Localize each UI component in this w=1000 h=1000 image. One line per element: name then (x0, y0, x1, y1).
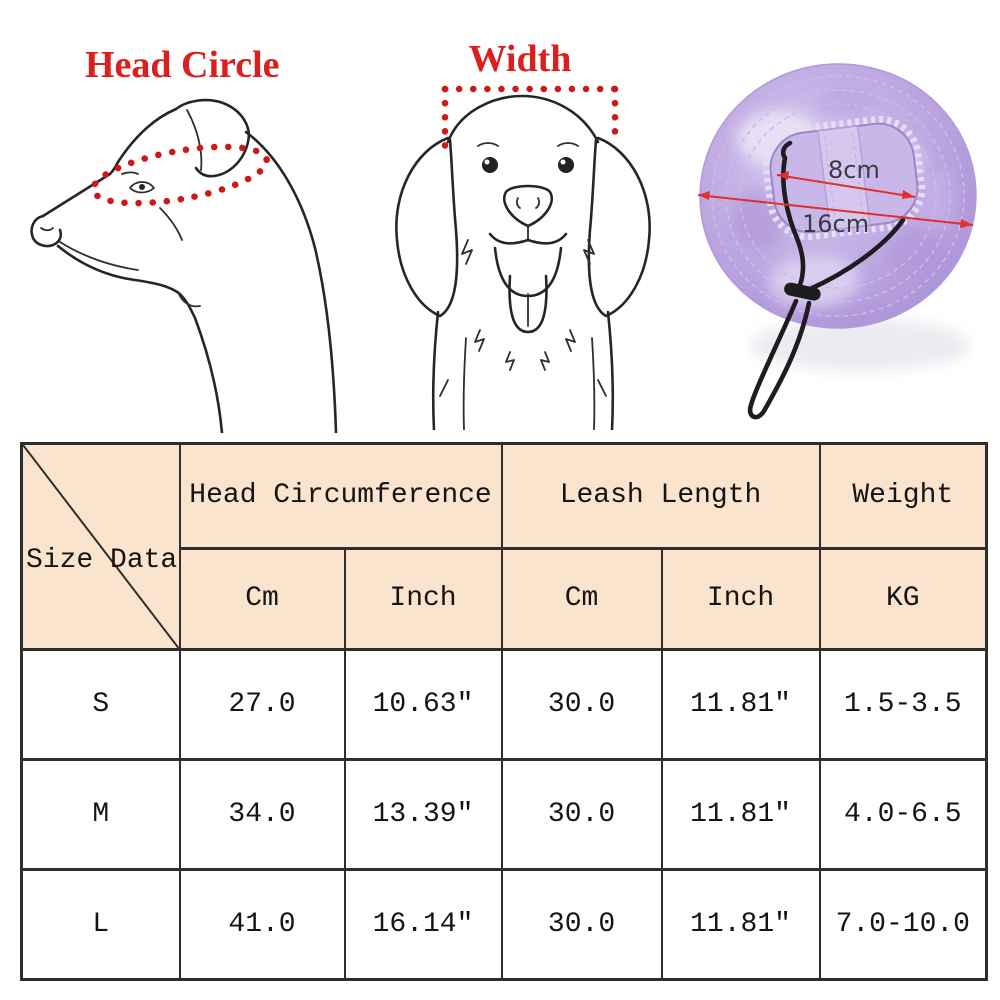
hat-opening-width-label: 8cm (828, 156, 880, 184)
header-weight: Weight (818, 442, 988, 550)
cord-toggle (784, 282, 821, 301)
header-leash-length: Leash Length (500, 442, 821, 550)
hat-photo (697, 63, 977, 420)
table-row: M 34.0 13.39″ 30.0 11.81″ 4.0-6.5 (20, 758, 988, 871)
head-circle-label: Head Circle (85, 44, 280, 86)
subheader-leash-inch: Inch (660, 546, 821, 652)
table-cell: 10.63″ (343, 648, 503, 761)
dog-profile-drawing (30, 98, 338, 433)
width-dotted-guide (441, 85, 619, 156)
table-cell: 30.0 (500, 648, 663, 761)
table-row: L 41.0 16.14″ 30.0 11.81″ 7.0-10.0 (20, 868, 988, 981)
subheader-leash-cm: Cm (500, 546, 663, 652)
measure-16cm-line (697, 191, 974, 228)
hat-inner-strap (817, 125, 871, 231)
table-subheader-row: Cm Inch Cm Inch KG (22, 546, 988, 652)
table-cell: 1.5-3.5 (818, 648, 988, 761)
corner-diagonal-line (23, 445, 179, 648)
table-cell: 16.14″ (343, 868, 503, 981)
table-cell: 11.81″ (660, 758, 821, 871)
size-label: S (20, 648, 181, 761)
size-label: L (20, 868, 181, 981)
table-cell: 4.0-6.5 (818, 758, 988, 871)
table-header-row: Size Data Head Circumference Leash Lengt… (20, 442, 988, 651)
dog-front-drawing (395, 85, 651, 430)
hat-cord (747, 140, 906, 420)
table-row: S 27.0 10.63″ 30.0 11.81″ 1.5-3.5 (20, 648, 988, 761)
hat-opening (762, 115, 926, 241)
size-label: M (20, 758, 181, 871)
measure-8cm-line (776, 171, 916, 199)
head-circle-dotted-guide (89, 143, 271, 207)
subheader-head-cm: Cm (178, 546, 346, 652)
size-table: Size Data Head Circumference Leash Lengt… (20, 442, 989, 981)
table-cell: 27.0 (178, 648, 346, 761)
corner-label: Size Data (26, 545, 178, 576)
hat-shadow (750, 319, 970, 371)
table-cell: 30.0 (500, 868, 663, 981)
subheader-weight-kg: KG (818, 546, 988, 652)
table-cell: 34.0 (178, 758, 346, 871)
width-label: Width (468, 38, 572, 80)
table-cell: 7.0-10.0 (818, 868, 988, 981)
header-head-circumference: Head Circumference (178, 442, 503, 550)
table-cell: 30.0 (500, 758, 663, 871)
table-cell: 13.39″ (343, 758, 503, 871)
table-cell: 11.81″ (660, 868, 821, 981)
table-cell: 41.0 (178, 868, 346, 981)
table-cell: 11.81″ (660, 648, 821, 761)
hat-brim-width-label: 16cm (802, 210, 870, 238)
table-corner-cell: Size Data (20, 442, 181, 651)
subheader-head-inch: Inch (343, 546, 503, 652)
